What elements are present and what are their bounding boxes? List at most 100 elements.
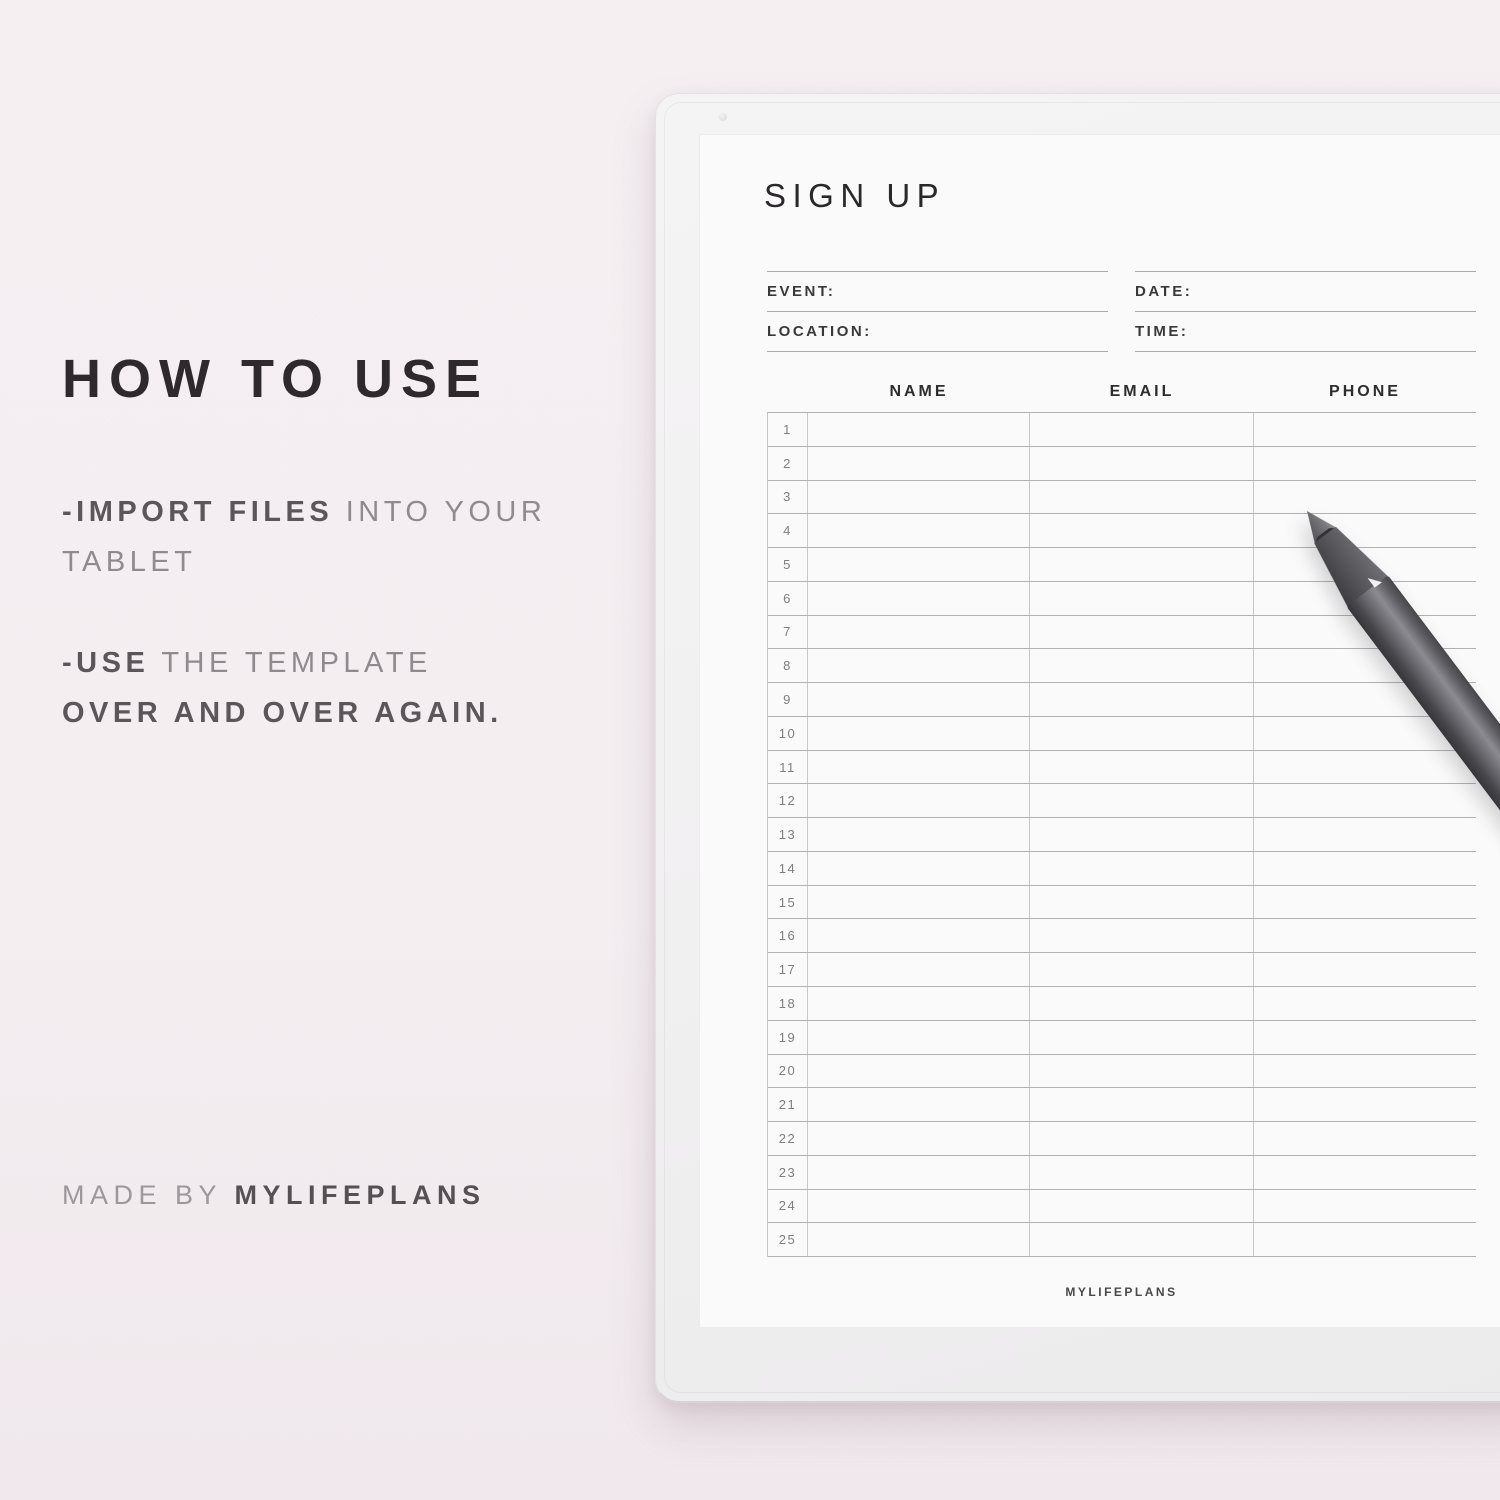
row-name-cell[interactable]	[808, 1020, 1030, 1054]
row-name-cell[interactable]	[808, 953, 1030, 987]
table-row: 25	[768, 1223, 1476, 1258]
row-phone-cell[interactable]	[1254, 886, 1476, 919]
row-phone-cell[interactable]	[1254, 919, 1476, 952]
row-name-cell[interactable]	[808, 480, 1030, 514]
table-row: 21	[768, 1088, 1476, 1123]
row-email-cell[interactable]	[1030, 851, 1254, 885]
row-phone-cell[interactable]	[1254, 1190, 1476, 1223]
row-email-cell[interactable]	[1030, 683, 1254, 716]
row-name-cell[interactable]	[808, 919, 1030, 953]
column-header-name: NAME	[889, 383, 949, 400]
row-phone-cell[interactable]	[1254, 953, 1476, 986]
row-email-cell[interactable]	[1030, 615, 1254, 649]
how-to-use-title: HOW TO USE	[62, 349, 490, 409]
row-number: 24	[768, 1189, 808, 1223]
row-number: 6	[768, 581, 808, 615]
instruction-bold-text: -IMPORT FILES	[62, 496, 334, 528]
row-phone-cell[interactable]	[1254, 1122, 1476, 1155]
row-phone-cell[interactable]	[1254, 818, 1476, 851]
row-name-cell[interactable]	[808, 514, 1030, 548]
row-email-cell[interactable]	[1030, 649, 1254, 683]
row-phone-cell[interactable]	[1254, 481, 1476, 514]
date-field[interactable]: DATE:	[1135, 271, 1476, 311]
location-field[interactable]: LOCATION:	[767, 311, 1108, 351]
row-email-cell[interactable]	[1030, 1122, 1254, 1155]
row-phone-cell[interactable]	[1254, 751, 1476, 784]
number-column-spacer	[767, 383, 808, 401]
row-email-cell[interactable]	[1030, 1054, 1254, 1088]
row-email-cell[interactable]	[1030, 1088, 1254, 1122]
row-name-cell[interactable]	[808, 1155, 1030, 1189]
instruction-line: -IMPORT FILES INTO YOUR	[62, 487, 546, 537]
event-field[interactable]: EVENT:	[767, 271, 1108, 311]
row-name-cell[interactable]	[808, 413, 1030, 446]
row-name-cell[interactable]	[808, 885, 1030, 919]
instruction-light-text: TABLET	[62, 546, 197, 578]
row-name-cell[interactable]	[808, 784, 1030, 818]
row-number: 9	[768, 683, 808, 716]
row-email-cell[interactable]	[1030, 885, 1254, 919]
row-number: 3	[768, 480, 808, 514]
row-email-cell[interactable]	[1030, 784, 1254, 818]
row-name-cell[interactable]	[808, 1054, 1030, 1088]
row-name-cell[interactable]	[808, 1122, 1030, 1155]
row-phone-cell[interactable]	[1254, 1021, 1476, 1054]
row-email-cell[interactable]	[1030, 514, 1254, 548]
row-name-cell[interactable]	[808, 446, 1030, 480]
row-name-cell[interactable]	[808, 1189, 1030, 1223]
row-phone-cell[interactable]	[1254, 987, 1476, 1020]
row-name-cell[interactable]	[808, 1223, 1030, 1257]
row-number: 8	[768, 649, 808, 683]
table-row: 9	[768, 683, 1476, 717]
row-email-cell[interactable]	[1030, 413, 1254, 446]
credit-line: MADE BY MYLIFEPLANS	[62, 1180, 486, 1211]
row-name-cell[interactable]	[808, 851, 1030, 885]
row-email-cell[interactable]	[1030, 581, 1254, 615]
row-name-cell[interactable]	[808, 615, 1030, 649]
table-row: 12	[768, 784, 1476, 819]
row-name-cell[interactable]	[808, 987, 1030, 1020]
table-row: 15	[768, 885, 1476, 920]
field-column-right: DATE: TIME:	[1135, 271, 1476, 352]
row-number: 7	[768, 615, 808, 649]
table-row: 13	[768, 818, 1476, 852]
row-phone-cell[interactable]	[1254, 413, 1476, 446]
row-number: 15	[768, 885, 808, 919]
row-phone-cell[interactable]	[1254, 1156, 1476, 1189]
row-phone-cell[interactable]	[1254, 514, 1476, 547]
row-email-cell[interactable]	[1030, 548, 1254, 581]
row-phone-cell[interactable]	[1254, 1055, 1476, 1088]
row-name-cell[interactable]	[808, 581, 1030, 615]
row-phone-cell[interactable]	[1254, 447, 1476, 480]
table-row: 5	[768, 548, 1476, 582]
time-label: TIME:	[1135, 323, 1189, 340]
row-email-cell[interactable]	[1030, 1020, 1254, 1054]
row-email-cell[interactable]	[1030, 446, 1254, 480]
row-name-cell[interactable]	[808, 548, 1030, 581]
signup-table-body: 1 2 3 4 5 6 7 8 9 10 11 12 13 14 15 16 17 18 19 20 21 22 23 24 2…	[767, 412, 1476, 1258]
row-email-cell[interactable]	[1030, 919, 1254, 953]
row-phone-cell[interactable]	[1254, 852, 1476, 885]
row-name-cell[interactable]	[808, 716, 1030, 750]
row-email-cell[interactable]	[1030, 716, 1254, 750]
row-name-cell[interactable]	[808, 683, 1030, 716]
row-phone-cell[interactable]	[1254, 1223, 1476, 1256]
row-email-cell[interactable]	[1030, 1155, 1254, 1189]
row-email-cell[interactable]	[1030, 1223, 1254, 1257]
sheet-title: SIGN UP	[764, 177, 946, 214]
time-field[interactable]: TIME:	[1135, 311, 1476, 351]
row-name-cell[interactable]	[808, 750, 1030, 784]
row-phone-cell[interactable]	[1254, 784, 1476, 817]
row-name-cell[interactable]	[808, 649, 1030, 683]
row-email-cell[interactable]	[1030, 953, 1254, 987]
row-email-cell[interactable]	[1030, 1189, 1254, 1223]
row-email-cell[interactable]	[1030, 750, 1254, 784]
row-email-cell[interactable]	[1030, 987, 1254, 1020]
row-phone-cell[interactable]	[1254, 1088, 1476, 1121]
row-email-cell[interactable]	[1030, 818, 1254, 851]
row-name-cell[interactable]	[808, 1088, 1030, 1122]
table-row: 14	[768, 851, 1476, 886]
row-number: 16	[768, 919, 808, 953]
row-name-cell[interactable]	[808, 818, 1030, 851]
row-email-cell[interactable]	[1030, 480, 1254, 514]
